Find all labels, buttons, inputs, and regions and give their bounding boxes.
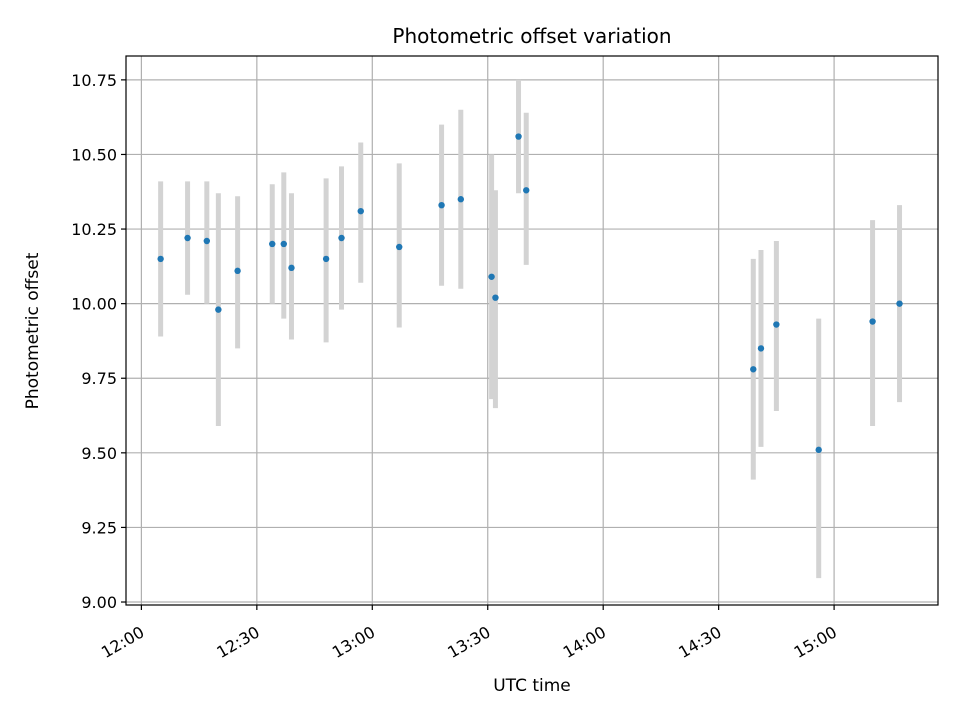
data-point <box>492 294 499 301</box>
y-axis-label: Photometric offset <box>23 252 43 409</box>
data-point <box>234 267 241 275</box>
data-point <box>869 318 876 325</box>
data-point <box>338 234 345 242</box>
data-point <box>488 273 495 280</box>
data-point <box>357 207 364 215</box>
y-tick-label: 10.50 <box>71 145 117 164</box>
y-tick-label: 10.00 <box>71 295 117 314</box>
data-point <box>184 234 191 242</box>
plot-frame <box>125 55 939 606</box>
data-point <box>396 243 403 251</box>
data-point <box>269 240 276 248</box>
data-point <box>896 300 903 307</box>
chart-title: Photometric offset variation <box>392 24 671 48</box>
data-point <box>515 133 522 140</box>
y-tick-label: 10.25 <box>71 220 117 239</box>
data-point <box>288 264 295 272</box>
data-point <box>322 255 330 263</box>
plot-area <box>126 56 938 605</box>
grid <box>126 56 938 605</box>
data-point <box>157 255 164 263</box>
data-point <box>438 201 445 209</box>
data-point <box>815 446 822 454</box>
x-axis-label: UTC time <box>493 676 571 696</box>
data-points <box>157 133 903 454</box>
y-tick-label: 10.75 <box>71 71 117 90</box>
data-point <box>280 240 287 248</box>
y-tick-label: 9.75 <box>81 369 117 388</box>
data-point <box>457 196 465 203</box>
data-point <box>773 321 780 328</box>
data-point <box>215 306 222 313</box>
data-point <box>757 345 765 352</box>
data-point <box>750 366 757 373</box>
y-tick-label: 9.25 <box>81 518 117 537</box>
y-tick-label: 9.50 <box>81 444 117 463</box>
data-point <box>203 237 211 245</box>
y-tick-label: 9.00 <box>81 593 117 612</box>
data-point <box>523 187 530 194</box>
